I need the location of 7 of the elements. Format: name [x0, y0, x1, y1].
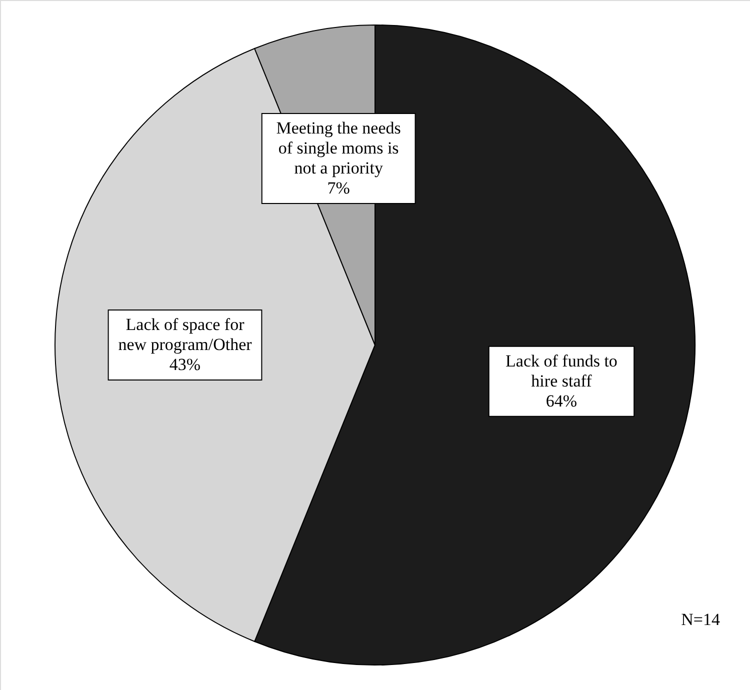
- data-label: 64%: [546, 391, 578, 410]
- slice-label: Lack of funds to hire staff: [506, 351, 618, 390]
- data-label: 7%: [327, 178, 350, 198]
- text: N=14: [681, 610, 720, 629]
- slice-label: Lack of space for new program/Other: [118, 315, 252, 354]
- data-label: 43%: [169, 355, 201, 374]
- slice-label: Meeting the needs of single moms is not a priority: [276, 118, 401, 178]
